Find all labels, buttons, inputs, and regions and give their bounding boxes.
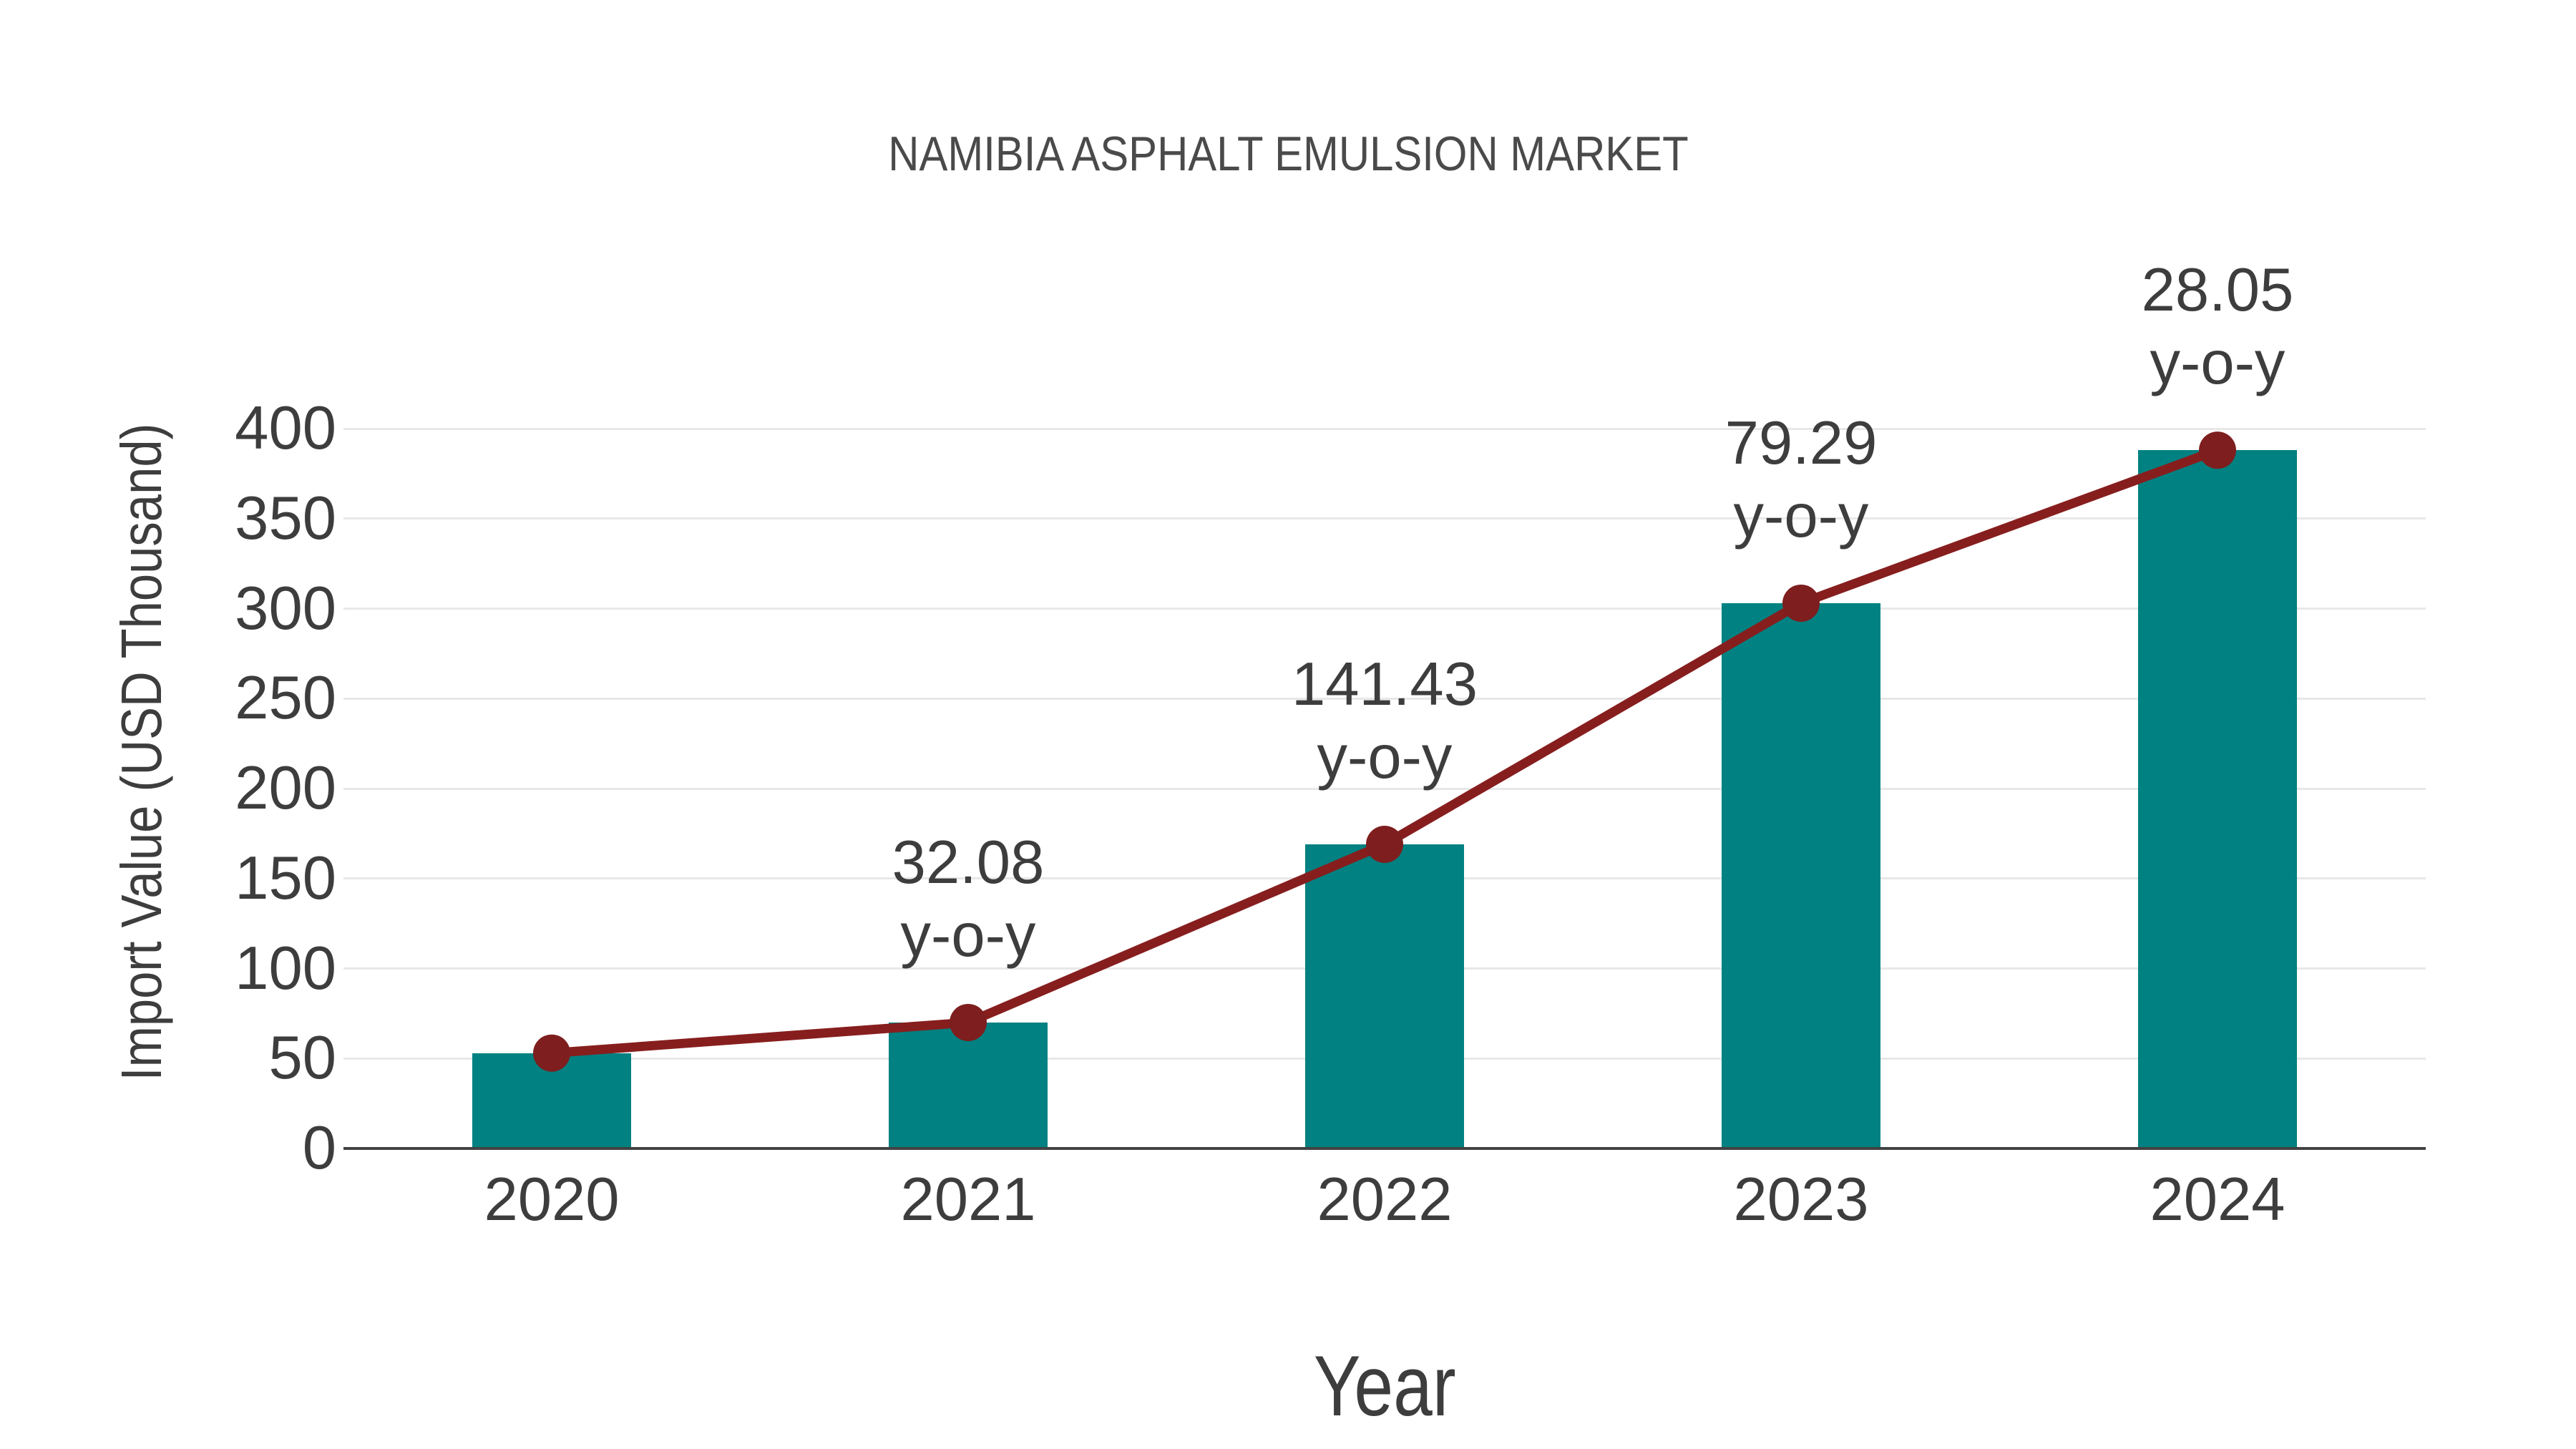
- point-label-2022: 141.43 y-o-y: [1170, 648, 1599, 794]
- y-tick-label: 200: [235, 754, 336, 822]
- point-label-suffix: y-o-y: [2150, 329, 2285, 398]
- y-tick-label: 400: [235, 394, 336, 462]
- x-tick-label: 2023: [1733, 1166, 1869, 1234]
- x-tick-label: 2024: [2150, 1166, 2285, 1234]
- y-tick-label: 0: [302, 1114, 336, 1182]
- chart-title-text: NAMIBIA ASPHALT EMULSION MARKET: [887, 127, 1689, 181]
- bar-2024: [2138, 450, 2297, 1148]
- x-axis-line: [343, 1147, 2426, 1150]
- x-axis-title-text: Year: [1313, 1338, 1456, 1434]
- y-tick-label: 150: [235, 844, 336, 912]
- point-label-2021: 32.08 y-o-y: [753, 826, 1183, 972]
- bar-2022: [1305, 844, 1464, 1148]
- line-marker-2022: [1366, 825, 1403, 863]
- line-marker-2020: [533, 1034, 570, 1072]
- point-label-value: 28.05: [2141, 256, 2294, 325]
- point-label-value: 141.43: [1292, 650, 1478, 718]
- point-label-suffix: y-o-y: [900, 901, 1036, 970]
- point-label-value: 32.08: [892, 828, 1045, 897]
- point-label-2024: 28.05 y-o-y: [2003, 254, 2432, 400]
- gridline: [343, 697, 2426, 700]
- x-tick-label: 2020: [484, 1166, 620, 1234]
- y-tick-label: 350: [235, 484, 336, 552]
- y-tick-label: 250: [235, 664, 336, 733]
- point-label-2023: 79.29 y-o-y: [1586, 407, 2016, 553]
- point-label-value: 79.29: [1724, 409, 1878, 477]
- gridline: [343, 787, 2426, 790]
- x-tick-label: 2021: [900, 1166, 1036, 1234]
- point-label-suffix: y-o-y: [1733, 482, 1869, 550]
- chart-title: NAMIBIA ASPHALT EMULSION MARKET: [0, 126, 2576, 182]
- gridline: [343, 608, 2426, 610]
- gridline: [343, 427, 2426, 430]
- line-marker-2024: [2199, 431, 2236, 469]
- line-marker-2023: [1782, 584, 1820, 622]
- y-tick-label: 50: [268, 1024, 336, 1093]
- x-axis-title: Year: [343, 1337, 2426, 1435]
- gridline: [343, 517, 2426, 520]
- x-tick-label: 2022: [1317, 1166, 1453, 1234]
- y-tick-label: 100: [235, 934, 336, 1002]
- y-tick-label: 300: [235, 574, 336, 643]
- point-label-suffix: y-o-y: [1317, 723, 1453, 791]
- bar-2021: [889, 1022, 1048, 1148]
- bar-2023: [1722, 602, 1880, 1148]
- line-marker-2021: [950, 1003, 987, 1041]
